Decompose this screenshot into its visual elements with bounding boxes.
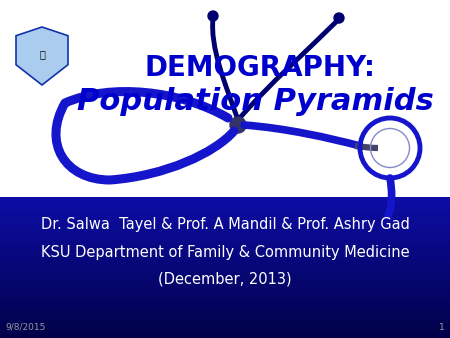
Circle shape [208,11,218,21]
Text: KSU Department of Family & Community Medicine: KSU Department of Family & Community Med… [40,244,410,260]
Text: 9/8/2015: 9/8/2015 [5,323,45,332]
Text: Population Pyramids: Population Pyramids [76,88,433,117]
Text: Dr. Salwa  Tayel & Prof. A Mandil & Prof. Ashry Gad: Dr. Salwa Tayel & Prof. A Mandil & Prof.… [40,217,410,233]
Text: (December, 2013): (December, 2013) [158,271,292,287]
Circle shape [230,117,246,133]
Circle shape [334,13,344,23]
Text: 1: 1 [439,323,445,332]
Polygon shape [16,27,68,85]
Text: 📖: 📖 [39,49,45,59]
Text: DEMOGRAPHY:: DEMOGRAPHY: [144,54,375,82]
